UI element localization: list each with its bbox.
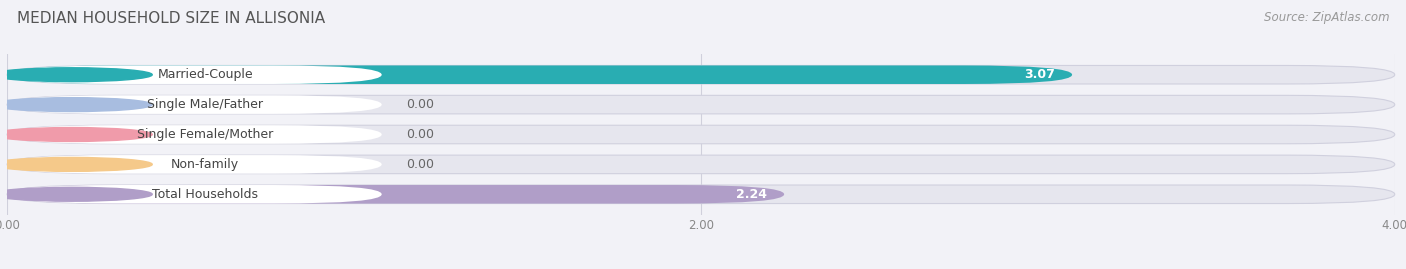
FancyBboxPatch shape (7, 65, 1073, 84)
Circle shape (0, 68, 152, 82)
FancyBboxPatch shape (7, 155, 1395, 174)
Text: Single Female/Mother: Single Female/Mother (136, 128, 273, 141)
Circle shape (0, 187, 152, 201)
Text: 3.07: 3.07 (1024, 68, 1054, 81)
FancyBboxPatch shape (7, 185, 785, 204)
Text: 0.00: 0.00 (406, 128, 434, 141)
FancyBboxPatch shape (7, 185, 1395, 204)
Text: Married-Couple: Married-Couple (157, 68, 253, 81)
Circle shape (0, 128, 152, 141)
Text: Source: ZipAtlas.com: Source: ZipAtlas.com (1264, 11, 1389, 24)
Text: MEDIAN HOUSEHOLD SIZE IN ALLISONIA: MEDIAN HOUSEHOLD SIZE IN ALLISONIA (17, 11, 325, 26)
FancyBboxPatch shape (7, 95, 381, 114)
FancyBboxPatch shape (7, 125, 1395, 144)
Text: 0.00: 0.00 (406, 158, 434, 171)
Text: Total Households: Total Households (152, 188, 259, 201)
FancyBboxPatch shape (7, 95, 1395, 114)
Circle shape (0, 157, 152, 171)
Circle shape (0, 98, 152, 112)
FancyBboxPatch shape (7, 65, 1395, 84)
Text: Single Male/Father: Single Male/Father (148, 98, 263, 111)
FancyBboxPatch shape (7, 125, 381, 144)
FancyBboxPatch shape (7, 155, 381, 174)
Text: 2.24: 2.24 (735, 188, 766, 201)
Text: Non-family: Non-family (172, 158, 239, 171)
FancyBboxPatch shape (7, 185, 381, 204)
Text: 0.00: 0.00 (406, 98, 434, 111)
FancyBboxPatch shape (7, 65, 381, 84)
